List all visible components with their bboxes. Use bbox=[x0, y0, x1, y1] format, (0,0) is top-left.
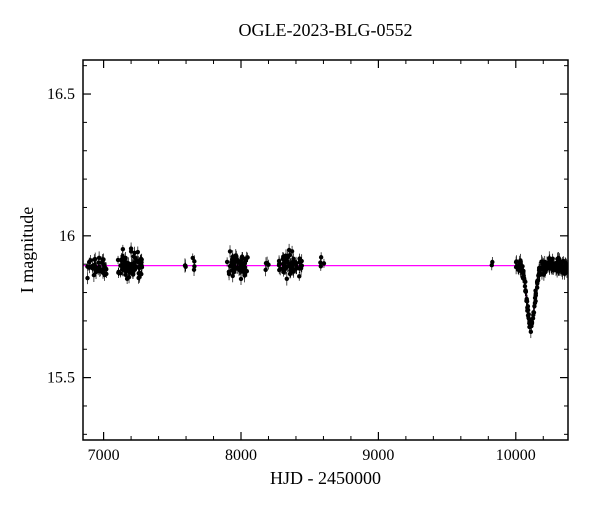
y-axis-label: I magnitude bbox=[17, 207, 37, 293]
lightcurve-chart: 7000 8000 9000 10000 15.5 16 16.5 OGLE-2023-BLG… bbox=[0, 0, 600, 512]
svg-text:16.5: 16.5 bbox=[47, 86, 75, 103]
svg-text:16: 16 bbox=[59, 228, 75, 245]
x-axis-label: HJD - 2450000 bbox=[270, 468, 381, 488]
svg-text:7000: 7000 bbox=[88, 447, 120, 464]
svg-text:8000: 8000 bbox=[225, 447, 257, 464]
svg-text:15.5: 15.5 bbox=[47, 370, 75, 387]
chart-title: OGLE-2023-BLG-0552 bbox=[239, 20, 413, 40]
svg-text:10000: 10000 bbox=[496, 447, 536, 464]
chart-container: 7000 8000 9000 10000 15.5 16 16.5 OGLE-2023-BLG… bbox=[0, 0, 600, 512]
svg-text:9000: 9000 bbox=[362, 447, 394, 464]
